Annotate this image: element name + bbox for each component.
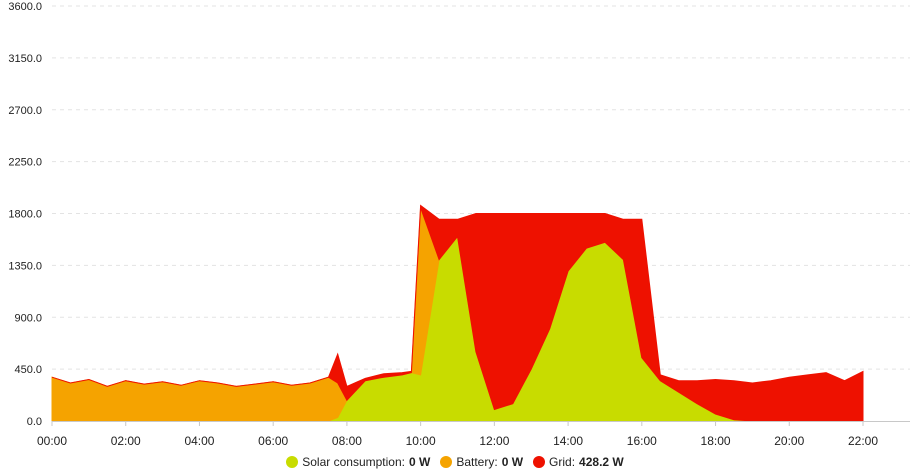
y-tick-label: 2700.0 — [8, 105, 42, 117]
legend-value-battery: 0 W — [501, 455, 524, 469]
x-tick-label: 18:00 — [701, 434, 731, 448]
legend-label-grid: Grid: — [549, 455, 576, 469]
y-tick-label: 1800.0 — [8, 209, 42, 221]
x-tick-label: 00:00 — [37, 434, 67, 448]
x-tick-label: 14:00 — [553, 434, 583, 448]
x-tick-label: 06:00 — [258, 434, 288, 448]
x-tick-label: 12:00 — [479, 434, 509, 448]
x-tick-label: 02:00 — [111, 434, 141, 448]
y-tick-label: 3150.0 — [8, 53, 42, 65]
x-tick-label: 10:00 — [406, 434, 436, 448]
legend-label-battery: Battery: — [456, 455, 498, 469]
y-gridlines — [52, 5, 910, 370]
x-tick-label: 04:00 — [184, 434, 214, 448]
legend-item-solar[interactable]: Solar consumption: 0 W — [286, 455, 430, 469]
legend-value-solar: 0 W — [408, 455, 431, 469]
x-tick-label: 22:00 — [848, 434, 878, 448]
y-tick-label: 450.0 — [14, 364, 42, 376]
legend-value-grid: 428.2 W — [579, 455, 624, 469]
x-tick-label: 20:00 — [774, 434, 804, 448]
y-tick-label: 2250.0 — [8, 157, 42, 169]
legend-dot-battery-icon — [440, 456, 453, 468]
legend-dot-grid-icon — [533, 456, 546, 468]
y-tick-label: 3600.0 — [8, 1, 42, 13]
area-series — [51, 204, 864, 422]
chart-legend: Solar consumption: 0 W Battery: 0 W Grid… — [0, 452, 910, 472]
y-tick-label: 1350.0 — [8, 260, 42, 272]
legend-label-solar: Solar consumption: — [302, 455, 405, 469]
legend-item-grid[interactable]: Grid: 428.2 W — [533, 455, 624, 469]
x-tick-label: 08:00 — [332, 434, 362, 448]
y-tick-label: 900.0 — [14, 312, 42, 324]
x-tick-label: 16:00 — [627, 434, 657, 448]
legend-dot-solar-icon — [286, 456, 299, 468]
stacked-area-chart: 0.0 450.0 900.0 1350.0 1800.0 2250.0 2700.0 315… — [8, 1, 910, 448]
legend-item-battery[interactable]: Battery: 0 W — [440, 455, 523, 469]
area-grid — [51, 204, 864, 422]
y-tick-label: 0.0 — [27, 416, 42, 428]
